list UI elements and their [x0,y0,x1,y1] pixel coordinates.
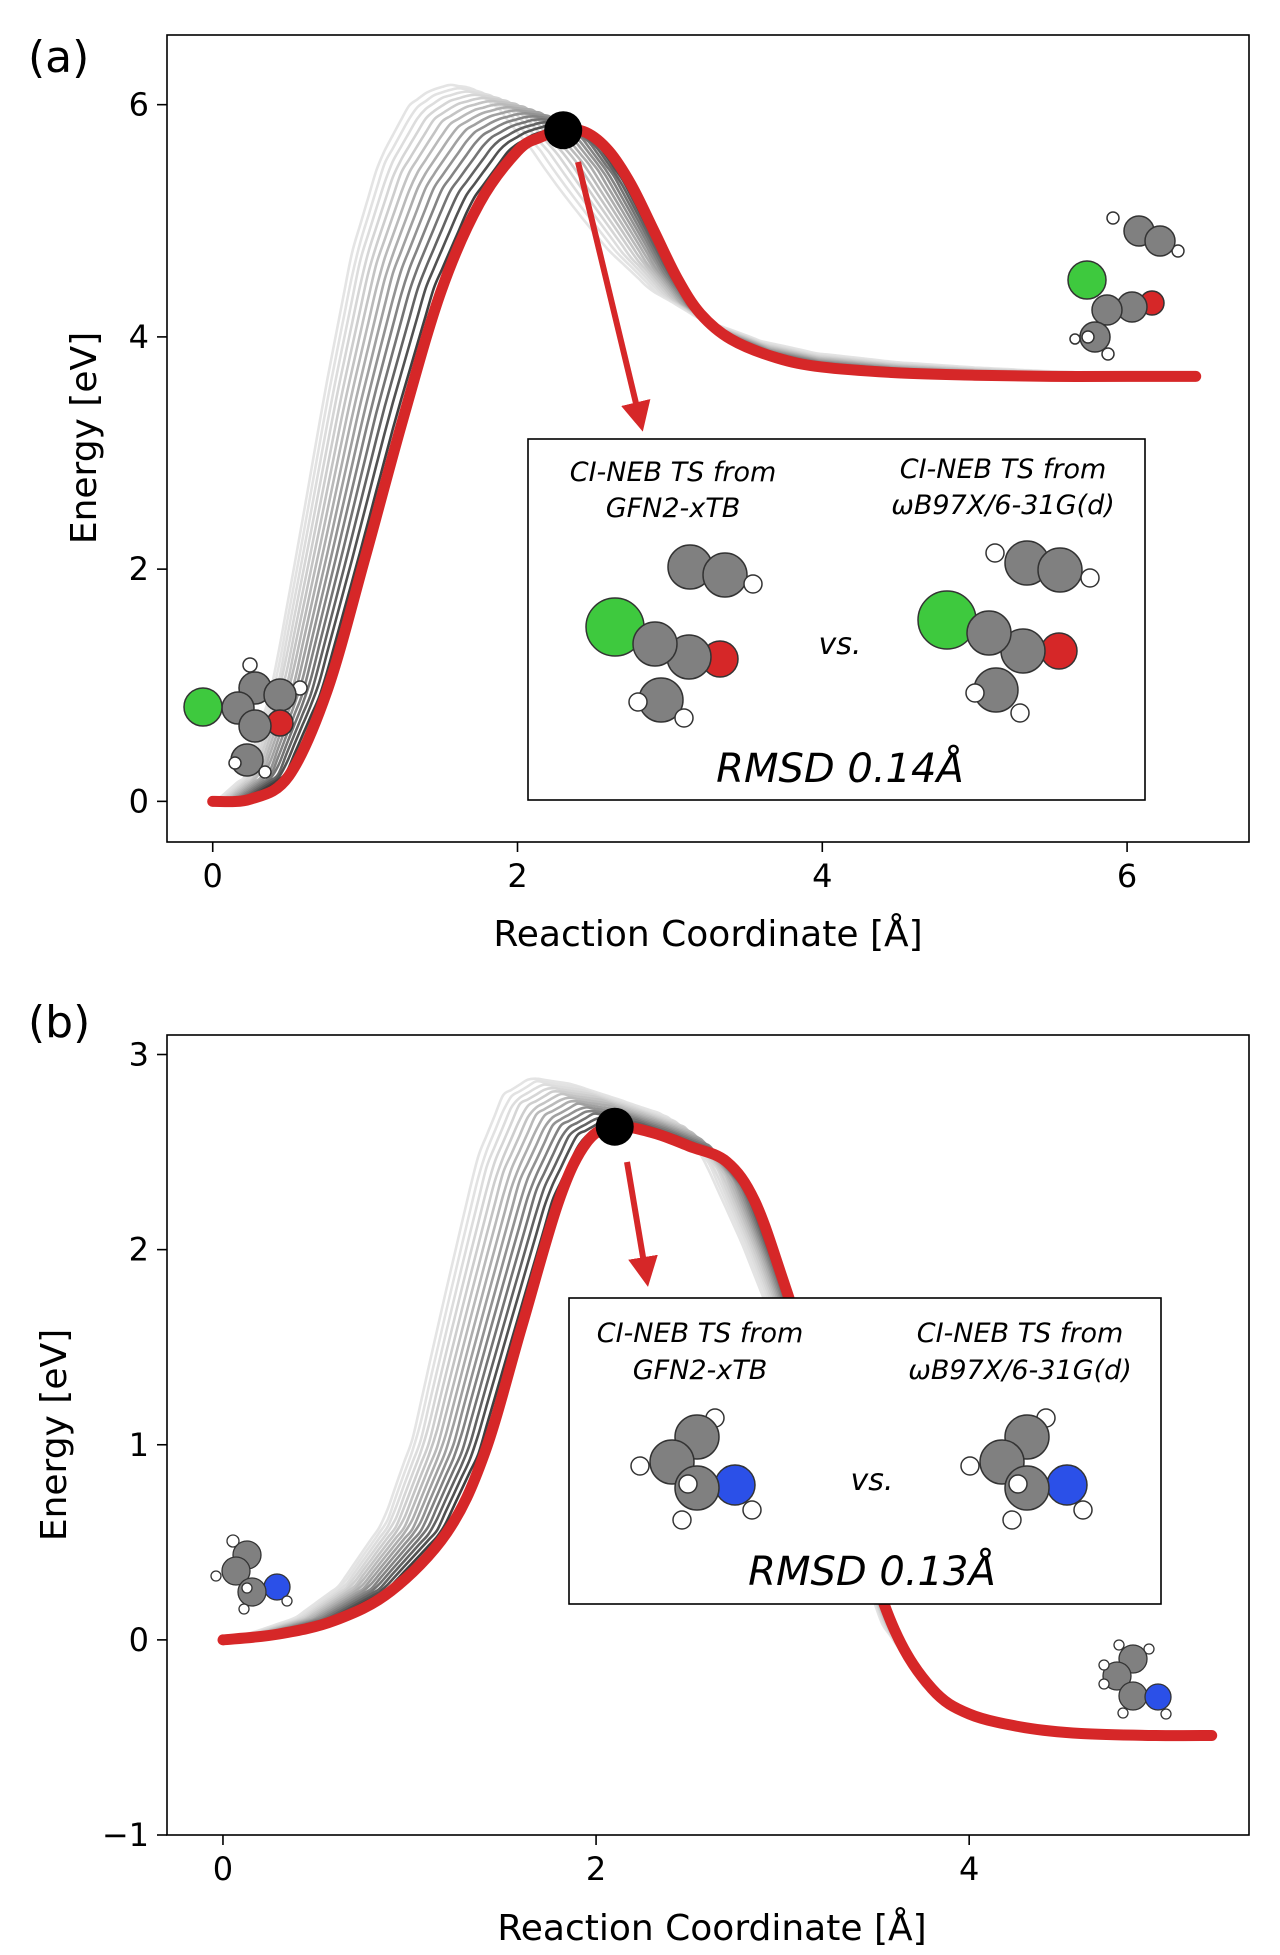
wb97x-ts-molecule-a [917,540,1100,723]
inset-right-title-line2-a: ωB97X/6-31G(d) [891,490,1115,521]
inset-vs-label-b: vs. [851,1463,894,1498]
reactant-molecule-a [183,657,308,779]
panel-label-a: (a) [28,32,89,83]
y-tick-label: 0 [129,1621,149,1659]
highlight-curve-a [207,124,1202,808]
inset-left-title-line1-b: CI-NEB TS from [597,1318,804,1349]
x-tick-label: 0 [213,1850,233,1888]
y-tick-label: 6 [129,86,149,124]
product-molecule-a [1067,211,1185,361]
inset-left-title-line2-a: GFN2-xTB [606,493,741,524]
wb97x-ts-molecule-b [960,1408,1093,1530]
axis-ticks-a: 0 2 4 6 0 2 4 6 [129,86,1138,895]
product-molecule-b [1098,1639,1172,1720]
inset-vs-label-a: vs. [819,627,862,662]
inset-right-title-line1-b: CI-NEB TS from [917,1318,1124,1349]
y-axis-label-b: Energy [eV] [34,1329,75,1541]
y-tick-label: 3 [129,1036,149,1074]
panel-a: (a) 0 2 4 6 0 2 4 6 Reaction Coordinate [Å] Ene… [28,32,1250,955]
y-tick-label: 2 [129,550,149,588]
y-tick-label: −1 [102,1816,149,1854]
ts-arrow-a [575,161,651,432]
inset-box-a: CI-NEB TS from GFN2-xTB CI-NEB TS from ω… [527,438,1146,801]
x-tick-label: 2 [586,1850,606,1888]
panel-label-b: (b) [28,997,90,1048]
x-tick-label: 2 [507,857,527,895]
inset-rmsd-label-a: RMSD 0.14Å [716,744,964,792]
x-tick-label: 6 [1117,857,1137,895]
inset-box-b: CI-NEB TS from GFN2-xTB CI-NEB TS from ω… [568,1297,1162,1605]
y-axis-label-a: Energy [eV] [64,332,105,544]
x-tick-label: 0 [203,857,223,895]
y-tick-label: 1 [129,1426,149,1464]
x-axis-label-a: Reaction Coordinate [Å] [493,912,922,955]
transition-state-marker-b [595,1107,634,1146]
x-axis-label-b: Reaction Coordinate [Å] [497,1906,926,1949]
inset-left-title-line1-a: CI-NEB TS from [570,457,777,488]
x-tick-label: 4 [812,857,832,895]
reactant-molecule-b [210,1534,293,1615]
ts-arrow-b [624,1161,658,1287]
gfn2-ts-molecule-b [630,1408,762,1530]
highlight-curve-b [217,1120,1218,1742]
axis-ticks-b: 0 2 4 −1 0 1 2 3 [102,1036,980,1888]
y-tick-label: 4 [129,318,149,356]
panel-b: (b) 0 2 4 −1 0 1 2 3 Reaction Coordinate [Å] En… [28,997,1250,1949]
gfn2-ts-molecule-a [585,544,763,728]
y-tick-label: 0 [129,782,149,820]
inset-right-title-line2-b: ωB97X/6-31G(d) [908,1355,1132,1386]
inset-right-title-line1-a: CI-NEB TS from [900,454,1107,485]
transition-state-marker-a [544,111,583,150]
inset-rmsd-label-b: RMSD 0.13Å [748,1547,996,1595]
y-tick-label: 2 [129,1231,149,1269]
x-tick-label: 4 [959,1850,979,1888]
inset-left-title-line2-b: GFN2-xTB [633,1355,768,1386]
